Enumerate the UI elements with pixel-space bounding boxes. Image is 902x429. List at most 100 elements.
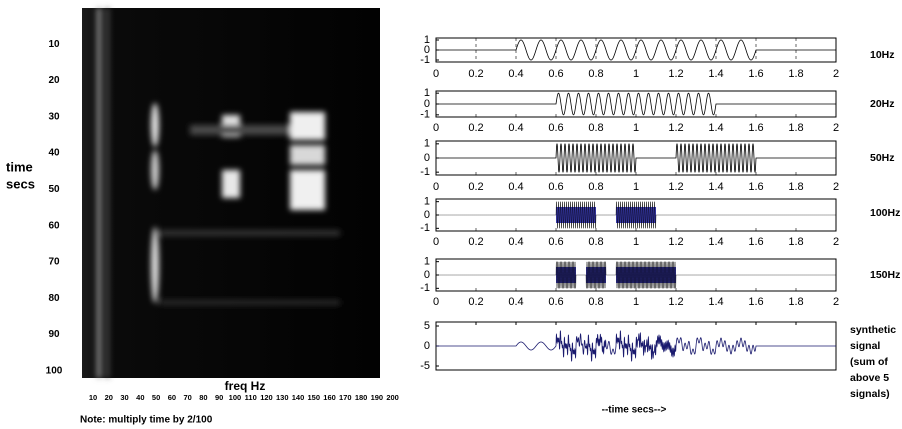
x-tick-label: 0.4: [508, 68, 523, 80]
x-tick-label: 190: [371, 393, 384, 402]
y-tick-label: 0: [424, 44, 430, 56]
x-tick-label: 1.6: [748, 296, 763, 308]
signal-line: [436, 261, 836, 289]
y-axis-label: secs: [6, 176, 35, 191]
x-tick-label: 80: [199, 393, 207, 402]
x-tick-label: 160: [323, 393, 336, 402]
x-tick-label: 1.2: [668, 236, 683, 248]
x-tick-label: 0.4: [508, 122, 523, 134]
y-tick-label: 80: [48, 293, 60, 304]
signal-line: [436, 39, 836, 61]
y-tick-label: 0: [424, 152, 430, 164]
x-tick-label: 0.8: [588, 68, 603, 80]
x-tick-label: 0.8: [588, 122, 603, 134]
plot-label: signal: [850, 340, 880, 352]
x-tick-label: 50: [152, 393, 160, 402]
x-tick-label: 1.8: [788, 181, 803, 193]
x-tick-label: 130: [276, 393, 289, 402]
y-tick-label: -5: [420, 360, 430, 372]
x-axis-label: freq Hz: [225, 379, 266, 393]
plot-label: signals): [850, 388, 890, 400]
x-tick-label: 0: [433, 296, 439, 308]
x-tick-label: 1.4: [708, 68, 723, 80]
x-tick-label: 20: [105, 393, 113, 402]
x-tick-label: 0.8: [588, 181, 603, 193]
x-tick-label: 0: [433, 236, 439, 248]
x-tick-label: 100: [229, 393, 242, 402]
x-tick-label: 1.2: [668, 296, 683, 308]
signal-line: [436, 143, 836, 173]
y-tick-label: 90: [48, 329, 60, 340]
x-tick-label: 180: [355, 393, 368, 402]
y-tick-label: 1: [424, 34, 430, 46]
x-tick-label: 1.4: [708, 296, 723, 308]
y-tick-label: 0: [424, 340, 430, 352]
y-tick-label: 30: [48, 111, 60, 122]
x-tick-label: 1: [633, 236, 639, 248]
x-tick-label: 1.4: [708, 122, 723, 134]
x-tick-label: 1: [633, 296, 639, 308]
spectrogram-features: [97, 8, 340, 378]
y-tick-label: 1: [424, 196, 430, 208]
x-tick-label: 2: [833, 122, 839, 134]
plot-label: (sum of: [850, 356, 888, 368]
y-tick-label: -1: [420, 222, 430, 234]
x-tick-label: 2: [833, 68, 839, 80]
x-tick-label: 0: [433, 68, 439, 80]
x-tick-label: 0.6: [548, 68, 563, 80]
y-tick-label: 20: [48, 75, 60, 86]
plot-label: 50Hz: [870, 152, 895, 164]
y-tick-label: 1: [424, 87, 430, 99]
x-tick-label: 2: [833, 296, 839, 308]
x-tick-label: 1.6: [748, 68, 763, 80]
x-tick-label: 120: [260, 393, 273, 402]
y-tick-label: -1: [420, 54, 430, 66]
x-tick-label: 1: [633, 122, 639, 134]
x-tick-label: 1.6: [748, 181, 763, 193]
x-tick-label: 1.8: [788, 236, 803, 248]
note: Note: multiply time by 2/100: [80, 415, 213, 426]
x-tick-label: 1.4: [708, 181, 723, 193]
x-tick-label: 1: [633, 181, 639, 193]
x-tick-label: 90: [215, 393, 223, 402]
x-tick-label: 0.4: [508, 236, 523, 248]
y-tick-label: 60: [48, 220, 60, 231]
x-tick-label: 0.2: [468, 68, 483, 80]
x-tick-label: 0.2: [468, 296, 483, 308]
x-tick-label: 1.2: [668, 181, 683, 193]
plot-label: above 5: [850, 372, 889, 384]
x-tick-label: 200: [386, 393, 399, 402]
x-tick-label: 0: [433, 122, 439, 134]
y-tick-label: 0: [424, 269, 430, 281]
x-axis-label: --time secs-->: [602, 405, 667, 416]
x-tick-label: 0.8: [588, 296, 603, 308]
y-tick-label: 70: [48, 257, 60, 268]
x-tick-label: 30: [120, 393, 128, 402]
x-tick-label: 0.2: [468, 181, 483, 193]
x-tick-label: 1.8: [788, 122, 803, 134]
x-tick-label: 0.4: [508, 181, 523, 193]
signal-line: [436, 330, 836, 362]
x-tick-label: 2: [833, 236, 839, 248]
x-tick-label: 0: [433, 181, 439, 193]
y-tick-label: 1: [424, 138, 430, 150]
y-tick-label: 10: [48, 39, 60, 50]
x-tick-label: 1.8: [788, 68, 803, 80]
y-tick-label: 50: [48, 184, 60, 195]
x-tick-label: 170: [339, 393, 352, 402]
y-tick-label: 40: [48, 148, 60, 159]
signal-line: [436, 92, 836, 116]
x-tick-label: 1.4: [708, 236, 723, 248]
plot-label: 150Hz: [870, 269, 900, 281]
y-tick-label: 1: [424, 256, 430, 268]
x-tick-label: 110: [245, 393, 257, 402]
x-tick-label: 0.4: [508, 296, 523, 308]
plot-label: 10Hz: [870, 49, 895, 61]
x-tick-label: 0.6: [548, 181, 563, 193]
x-tick-label: 150: [308, 393, 321, 402]
x-tick-label: 0.8: [588, 236, 603, 248]
x-tick-label: 1: [633, 68, 639, 80]
x-tick-label: 1.8: [788, 296, 803, 308]
y-tick-label: 0: [424, 98, 430, 110]
